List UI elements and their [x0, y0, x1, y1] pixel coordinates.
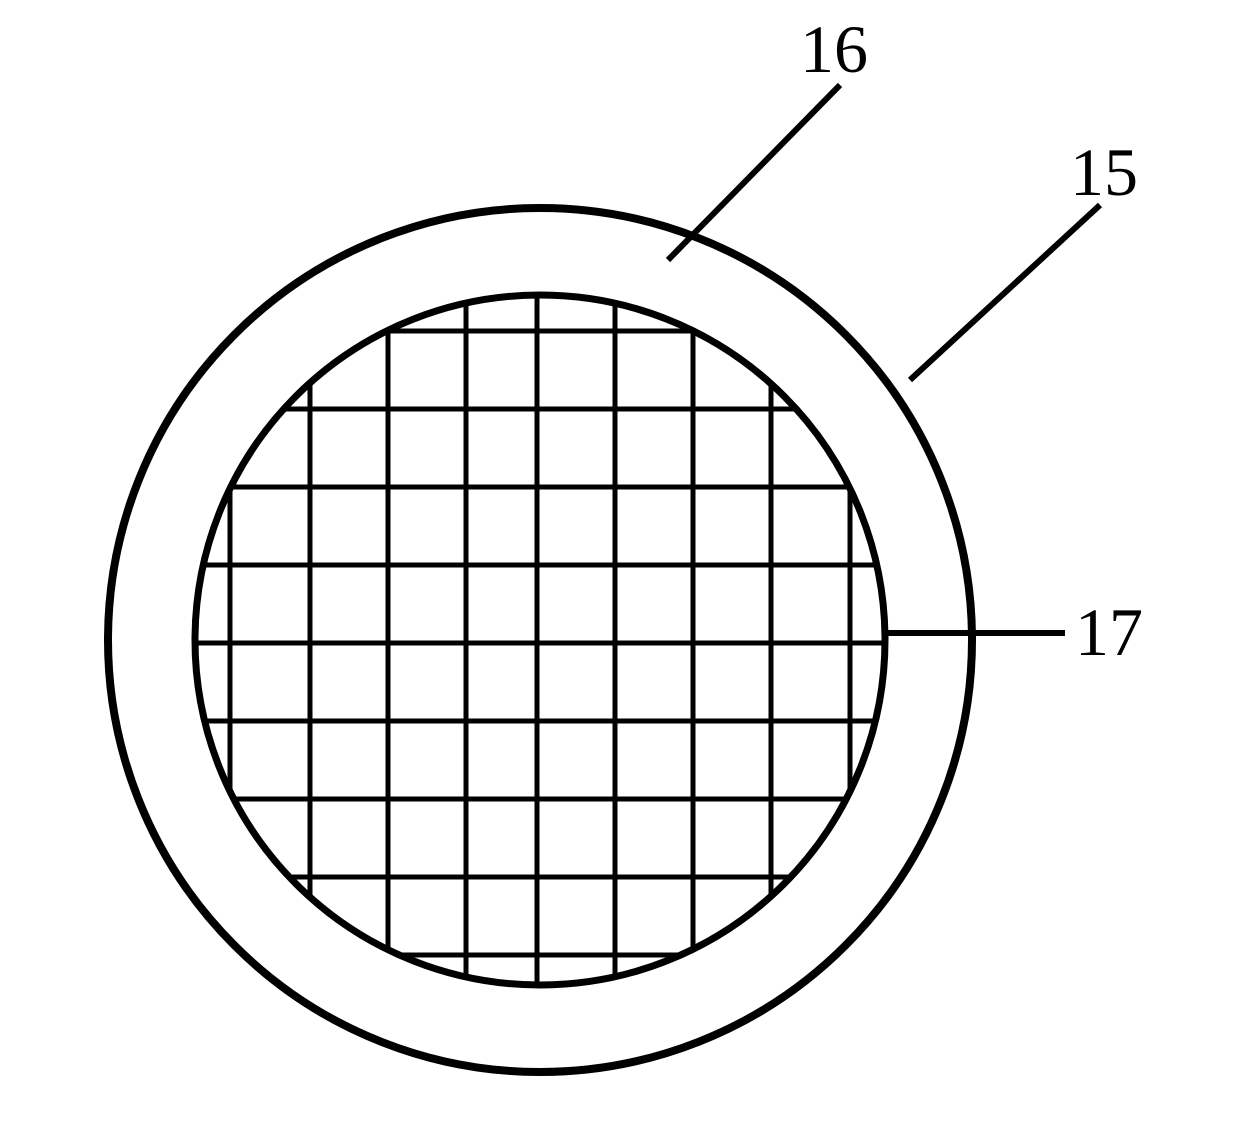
inner-circle	[195, 295, 885, 985]
outer-circle	[108, 208, 972, 1072]
label-l15: 15	[1070, 134, 1138, 210]
label-l17: 17	[1075, 594, 1143, 670]
label-l16: 16	[800, 11, 868, 87]
leader-l15	[910, 205, 1100, 380]
leader-l16	[668, 85, 840, 260]
